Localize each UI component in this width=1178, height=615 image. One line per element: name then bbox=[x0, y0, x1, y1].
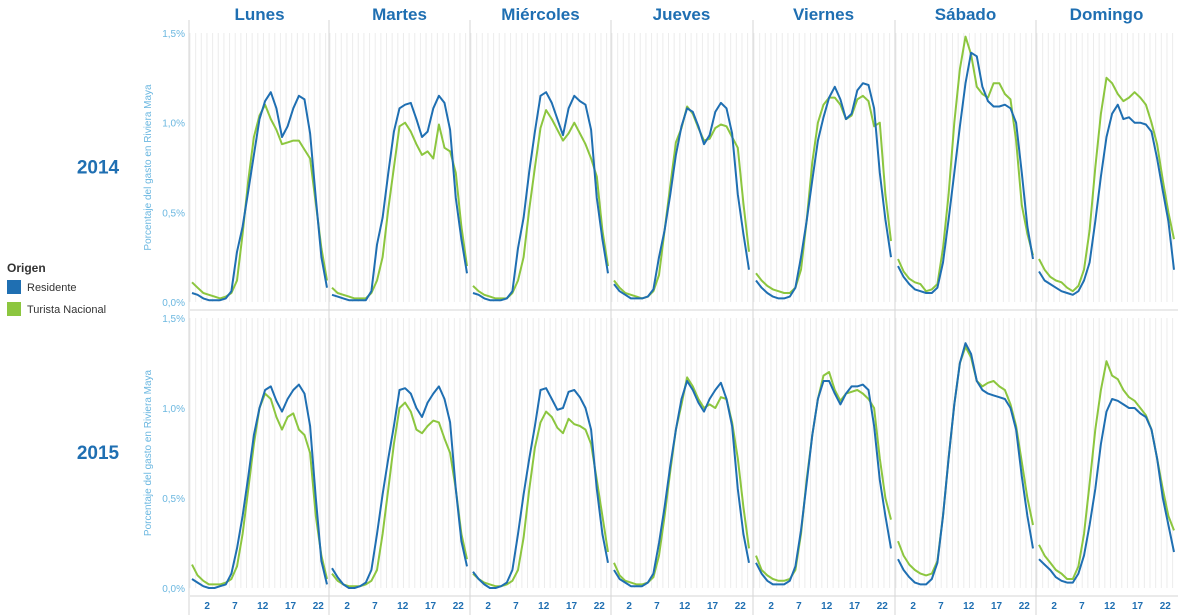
x-tick-label: 17 bbox=[285, 601, 297, 612]
day-header-4: Viernes bbox=[793, 5, 854, 24]
series-line-turista-nacional bbox=[1038, 76, 1175, 293]
x-tick-label: 7 bbox=[1079, 601, 1085, 612]
x-tick-label: 7 bbox=[938, 601, 944, 612]
x-tick-label: 2 bbox=[1051, 601, 1057, 612]
legend-title: Origen bbox=[7, 261, 46, 275]
series-line-residente bbox=[755, 82, 892, 300]
x-tick-label: 7 bbox=[513, 601, 519, 612]
x-tick-label: 2 bbox=[485, 601, 491, 612]
series-line-residente bbox=[331, 385, 468, 589]
y-tick-label: 0,0% bbox=[162, 584, 185, 595]
series-line-turista-nacional bbox=[472, 109, 609, 300]
series-line-residente bbox=[1038, 103, 1175, 296]
day-header-6: Domingo bbox=[1070, 5, 1144, 24]
series-line-residente bbox=[191, 383, 328, 589]
y-tick-label: 0,0% bbox=[162, 298, 185, 309]
year-label-1: 2015 bbox=[77, 443, 120, 464]
series-line-residente bbox=[755, 380, 892, 586]
x-tick-label: 17 bbox=[707, 601, 719, 612]
x-tick-label: 22 bbox=[735, 601, 747, 612]
y-tick-label: 1,5% bbox=[162, 29, 185, 40]
x-tick-label: 22 bbox=[453, 601, 465, 612]
x-tick-label: 2 bbox=[910, 601, 916, 612]
series-line-residente bbox=[331, 94, 468, 302]
series-line-residente bbox=[191, 91, 328, 302]
x-tick-label: 17 bbox=[566, 601, 578, 612]
series-line-turista-nacional bbox=[472, 410, 609, 588]
x-tick-label: 12 bbox=[1104, 601, 1116, 612]
series-line-turista-nacional bbox=[331, 401, 468, 588]
x-tick-label: 17 bbox=[425, 601, 437, 612]
x-tick-label: 2 bbox=[768, 601, 774, 612]
x-tick-label: 12 bbox=[257, 601, 269, 612]
x-tick-label: 22 bbox=[1019, 601, 1031, 612]
legend-swatch bbox=[7, 280, 21, 294]
y-tick-label: 0,5% bbox=[162, 208, 185, 219]
series-line-turista-nacional bbox=[755, 94, 892, 294]
x-tick-label: 22 bbox=[1160, 601, 1172, 612]
x-tick-label: 12 bbox=[679, 601, 691, 612]
series-line-residente bbox=[1038, 398, 1175, 584]
y-tick-label: 1,0% bbox=[162, 404, 185, 415]
x-tick-label: 22 bbox=[313, 601, 325, 612]
legend-label: Turista Nacional bbox=[27, 304, 106, 316]
x-tick-label: 12 bbox=[538, 601, 550, 612]
y-axis-title: Porcentaje del gasto en Riviera Maya bbox=[143, 369, 154, 536]
day-header-2: Miércoles bbox=[501, 5, 579, 24]
x-tick-label: 17 bbox=[991, 601, 1003, 612]
x-tick-label: 7 bbox=[372, 601, 378, 612]
x-tick-label: 12 bbox=[963, 601, 975, 612]
x-tick-label: 2 bbox=[626, 601, 632, 612]
day-header-3: Jueves bbox=[653, 5, 711, 24]
x-tick-label: 12 bbox=[397, 601, 409, 612]
x-tick-label: 12 bbox=[821, 601, 833, 612]
x-tick-label: 22 bbox=[594, 601, 606, 612]
series-line-residente bbox=[613, 380, 750, 588]
x-tick-label: 22 bbox=[877, 601, 889, 612]
series-line-residente bbox=[897, 51, 1034, 294]
series-line-residente bbox=[613, 101, 750, 300]
x-tick-label: 17 bbox=[849, 601, 861, 612]
series-line-residente bbox=[897, 342, 1034, 586]
y-tick-label: 1,5% bbox=[162, 314, 185, 325]
series-line-residente bbox=[472, 387, 609, 589]
x-tick-label: 7 bbox=[654, 601, 660, 612]
y-axis-title: Porcentaje del gasto en Riviera Maya bbox=[143, 84, 154, 251]
x-tick-label: 7 bbox=[796, 601, 802, 612]
x-tick-label: 17 bbox=[1132, 601, 1144, 612]
year-label-0: 2014 bbox=[77, 158, 120, 179]
series-line-turista-nacional bbox=[331, 121, 468, 300]
x-tick-label: 7 bbox=[232, 601, 238, 612]
day-header-5: Sábado bbox=[935, 5, 996, 24]
y-tick-label: 1,0% bbox=[162, 119, 185, 130]
series-line-residente bbox=[472, 91, 609, 302]
series-line-turista-nacional bbox=[755, 371, 892, 582]
legend-swatch bbox=[7, 302, 21, 316]
series-line-turista-nacional bbox=[897, 35, 1034, 293]
x-tick-label: 2 bbox=[344, 601, 350, 612]
legend-label: Residente bbox=[27, 282, 77, 294]
day-header-1: Martes bbox=[372, 5, 427, 24]
day-header-0: Lunes bbox=[234, 5, 284, 24]
y-tick-label: 0,5% bbox=[162, 494, 185, 505]
x-tick-label: 2 bbox=[204, 601, 210, 612]
series-line-turista-nacional bbox=[191, 103, 328, 300]
